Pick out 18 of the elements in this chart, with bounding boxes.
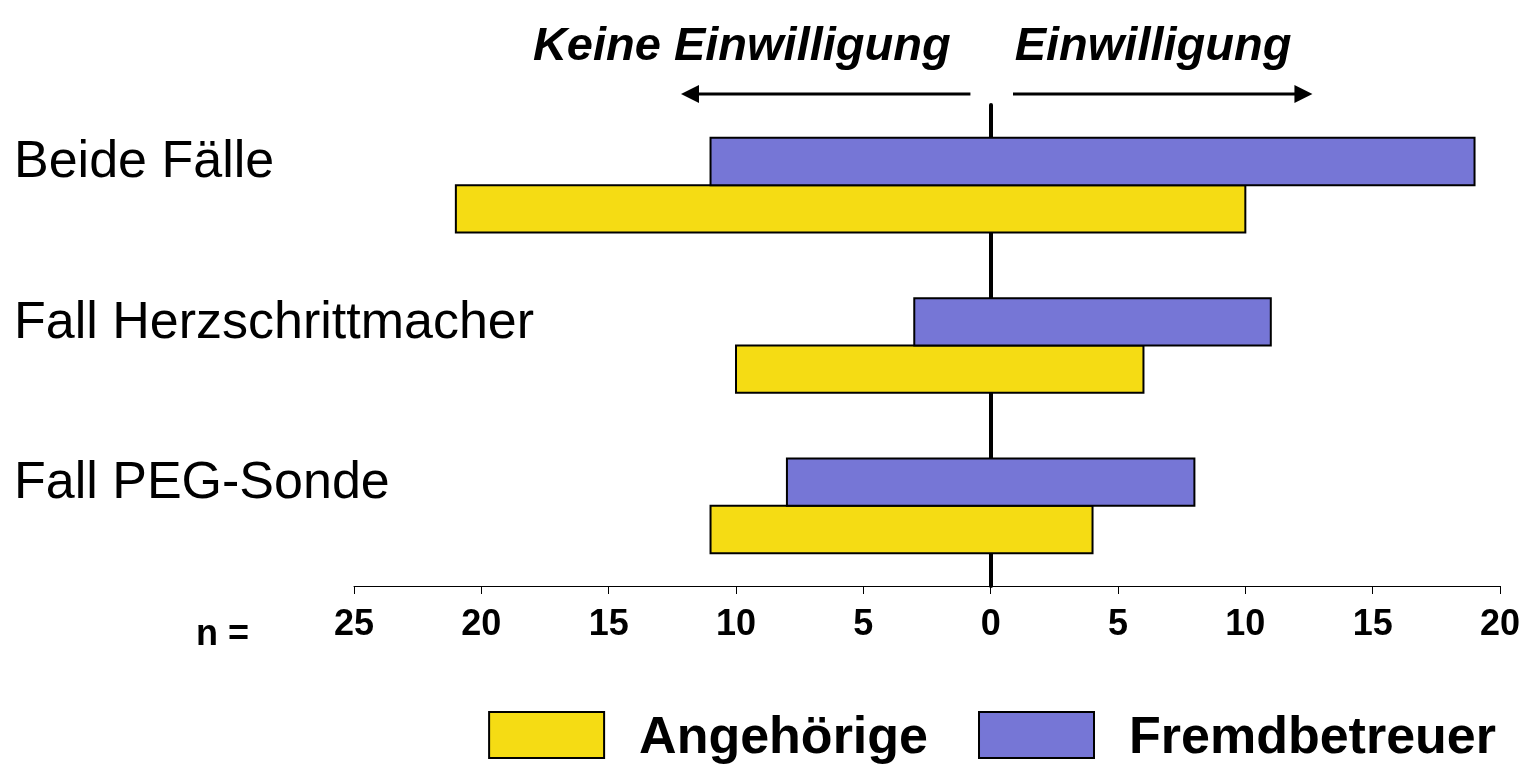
x-tick-label: 20 — [461, 601, 502, 643]
x-tick-label: 10 — [1225, 601, 1266, 643]
legend-label: Fremdbetreuer — [1129, 706, 1496, 764]
y-tick-label: Fall PEG-Sonde — [14, 450, 390, 509]
text: Einwilligung — [1014, 16, 1292, 71]
text: Keine Einwilligung — [532, 16, 951, 71]
x-tick-label: 0 — [980, 601, 1001, 643]
x-tick-label: 5 — [1107, 601, 1129, 643]
y-tick-label: Beide Fälle — [14, 130, 275, 189]
y-tick-label: Fall Herzschrittmacher — [14, 290, 535, 349]
x-tick-label: 15 — [588, 601, 629, 643]
legend-label: Angehörige — [639, 706, 929, 764]
x-tick-label: 15 — [1352, 601, 1393, 643]
x-tick-label: 5 — [853, 601, 874, 643]
x-tick-label: 25 — [333, 601, 375, 643]
x-tick-label: 10 — [715, 601, 757, 643]
x-axis-title: n = — [195, 611, 249, 653]
x-tick-label: 20 — [1479, 601, 1521, 643]
